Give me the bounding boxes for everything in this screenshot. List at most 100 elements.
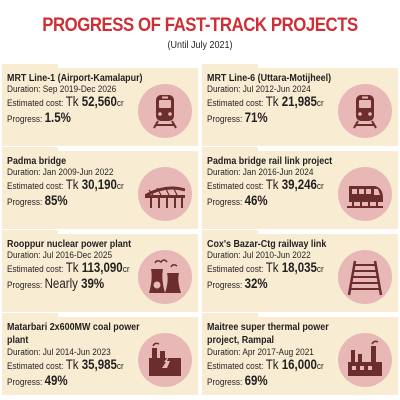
duration-label: Duration: xyxy=(7,84,43,95)
progress-label: Progress: xyxy=(7,280,45,291)
project-cost: Estimated cost: Tk 21,985cr xyxy=(207,94,324,110)
coal-plant-icon xyxy=(149,342,181,376)
progress-label: Progress: xyxy=(7,197,45,208)
bullet-train-icon xyxy=(347,186,383,208)
project-name: Maitree super thermal power project, Ram… xyxy=(207,322,329,346)
project-card: Rooppur nuclear power plant Duration: Jul… xyxy=(2,230,198,312)
project-progress: Progress: 32% xyxy=(207,276,268,292)
cost-value: 52,560 xyxy=(81,94,117,109)
cost-value: 30,190 xyxy=(81,177,117,192)
cost-unit: cr xyxy=(116,98,124,109)
cost-label: Estimated cost: xyxy=(207,181,266,192)
cost-label: Estimated cost: xyxy=(207,98,266,109)
duration-value: Sep 2019-Dec 2026 xyxy=(42,84,117,95)
cost-unit: cr xyxy=(122,264,130,275)
project-progress: Progress: 69% xyxy=(207,373,268,389)
cost-label: Estimated cost: xyxy=(7,98,66,109)
project-cost: Estimated cost: Tk 18,035cr xyxy=(207,260,324,276)
project-card: MRT Line-1 (Airport-Kamalapur) Duration: … xyxy=(2,64,198,146)
project-name: Padma bridge xyxy=(7,156,67,167)
project-duration: Duration: Jul 2012-Jun 2024 xyxy=(207,84,311,96)
progress-value: 32% xyxy=(244,276,268,291)
progress-prefix: Nearly xyxy=(44,276,82,291)
icon-badge xyxy=(338,333,392,387)
cost-prefix: Tk xyxy=(65,357,82,372)
metro-train-icon xyxy=(353,95,377,129)
project-cost: Estimated cost: Tk 35,985cr xyxy=(7,357,124,373)
metro-train-icon xyxy=(153,95,177,129)
project-duration: Duration: Jan 2016-Jun 2024 xyxy=(207,167,313,179)
project-progress: Progress: 1.5% xyxy=(7,111,71,126)
duration-label: Duration: xyxy=(207,167,243,178)
cost-prefix: Tk xyxy=(265,177,282,192)
duration-label: Duration: xyxy=(207,347,243,358)
cost-value: 21,985 xyxy=(281,94,317,109)
cost-value: 18,035 xyxy=(281,260,317,275)
progress-label: Progress: xyxy=(207,377,245,388)
cost-value: 16,000 xyxy=(281,357,317,372)
project-progress: Progress: 85% xyxy=(7,193,68,209)
project-duration: Duration: Jul 2014-Jun 2023 xyxy=(7,347,111,359)
project-card: Cox's Bazar-Ctg railway link Duration: Ju… xyxy=(202,230,398,312)
cost-value: 39,246 xyxy=(281,177,317,192)
progress-label: Progress: xyxy=(207,197,245,208)
cost-unit: cr xyxy=(316,264,324,275)
card-tab xyxy=(202,230,258,235)
card-tab xyxy=(2,147,58,152)
project-duration: Duration: Jan 2009-Jun 2022 xyxy=(7,167,113,179)
project-cost: Estimated cost: Tk 52,560cr xyxy=(7,94,124,110)
cost-prefix: Tk xyxy=(65,260,82,275)
progress-value: 69% xyxy=(244,373,268,388)
project-cost: Estimated cost: Tk 113,090cr xyxy=(7,260,130,276)
project-card: Maitree super thermal power project, Ram… xyxy=(202,313,398,395)
duration-value: Jul 2014-Jun 2023 xyxy=(42,347,111,358)
cost-prefix: Tk xyxy=(65,94,82,109)
cost-unit: cr xyxy=(116,361,124,372)
icon-badge xyxy=(138,333,192,387)
card-tab xyxy=(2,313,58,318)
card-tab xyxy=(202,313,258,318)
cost-prefix: Tk xyxy=(265,357,282,372)
project-card: MRT Line-6 (Uttara-Motijheel) Duration: J… xyxy=(202,64,398,146)
icon-badge xyxy=(338,84,392,138)
page-title: PROGRESS OF FAST-TRACK PROJECTS xyxy=(42,14,358,36)
card-tab xyxy=(2,64,58,69)
duration-label: Duration: xyxy=(207,250,243,261)
progress-value: 85% xyxy=(44,193,68,208)
progress-label: Progress: xyxy=(207,280,245,291)
icon-badge xyxy=(138,250,192,304)
project-progress: Progress: 71% xyxy=(207,110,268,126)
duration-value: Jan 2009-Jun 2022 xyxy=(42,167,114,178)
duration-value: Jul 2012-Jun 2024 xyxy=(242,84,311,95)
card-tab xyxy=(2,230,58,235)
duration-label: Duration: xyxy=(7,167,43,178)
cost-label: Estimated cost: xyxy=(7,181,66,192)
project-duration: Duration: Jul 2016-Dec 2025 xyxy=(7,250,112,262)
project-progress: Progress: 46% xyxy=(207,193,268,209)
progress-label: Progress: xyxy=(7,114,45,125)
cost-unit: cr xyxy=(316,181,324,192)
project-duration: Duration: Apr 2017-Aug 2021 xyxy=(207,347,314,359)
cost-value: 35,985 xyxy=(81,357,117,372)
project-cost: Estimated cost: Tk 16,000cr xyxy=(207,357,324,373)
cost-label: Estimated cost: xyxy=(7,264,66,275)
duration-label: Duration: xyxy=(207,84,243,95)
progress-label: Progress: xyxy=(7,377,45,388)
cost-unit: cr xyxy=(316,361,324,372)
cost-unit: cr xyxy=(116,181,124,192)
progress-label: Progress: xyxy=(207,114,245,125)
progress-value: 39% xyxy=(81,276,105,291)
project-duration: Duration: Jul 2010-Jun 2022 xyxy=(207,250,311,262)
nuclear-plant-icon xyxy=(149,259,181,293)
project-cost: Estimated cost: Tk 39,246cr xyxy=(207,177,324,193)
project-name: MRT Line-1 (Airport-Kamalapur) xyxy=(7,73,143,84)
project-name: MRT Line-6 (Uttara-Motijheel) xyxy=(207,73,332,84)
project-card: Padma bridge Duration: Jan 2009-Jun 2022 E… xyxy=(2,147,198,229)
project-duration: Duration: Sep 2019-Dec 2026 xyxy=(7,84,116,96)
card-tab xyxy=(202,147,258,152)
cost-value: 113,090 xyxy=(81,260,123,275)
duration-value: Apr 2017-Aug 2021 xyxy=(242,347,314,358)
progress-value: 71% xyxy=(244,110,268,125)
cost-label: Estimated cost: xyxy=(207,361,266,372)
progress-value: 46% xyxy=(244,193,268,208)
